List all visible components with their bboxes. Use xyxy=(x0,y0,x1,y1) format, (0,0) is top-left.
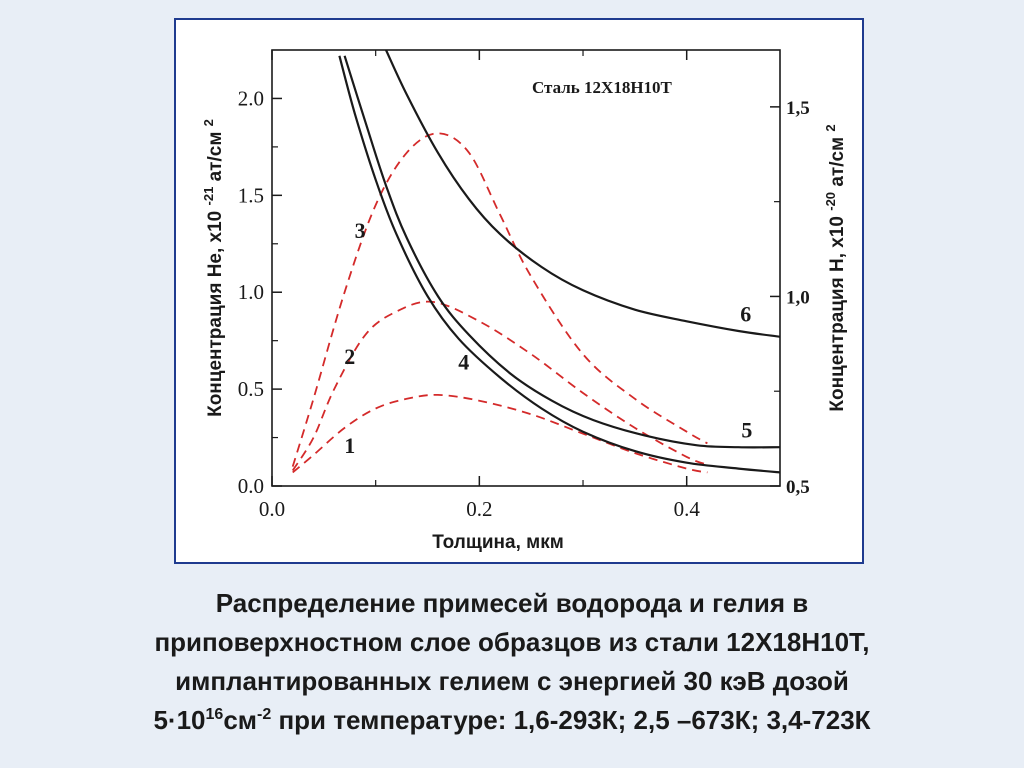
curve-label-3: 3 xyxy=(355,218,366,243)
y-axis-label-right: Концентрация H, x10 -20 ат/см 2 xyxy=(819,124,848,411)
y-left-tick-label: 1.5 xyxy=(238,183,264,207)
x-axis-label: Толщина, мкм xyxy=(432,532,564,553)
y-right-label-exp: -20 xyxy=(823,192,838,211)
y-left-tick-label: 0.5 xyxy=(238,377,264,401)
caption-dose-base: 5·10 xyxy=(153,705,206,735)
y-left-tick-label: 0.0 xyxy=(238,474,264,498)
inset-title: Сталь 12Х18Н10Т xyxy=(532,78,673,97)
caption-temperatures: при температуре: 1,6-293К; 2,5 –673К; 3,… xyxy=(271,705,871,735)
plot-area xyxy=(271,49,781,487)
curve-label-6: 6 xyxy=(740,301,751,326)
ticks-layer: 0.0 0.2 0.4 0.0 0.5 1.0 1.5 2.0 0,5 1,0 1,5 xyxy=(238,50,810,521)
caption-dose-exp: 16 xyxy=(205,706,224,723)
x-tick-label: 0.2 xyxy=(466,497,492,521)
y-left-tick-label: 1.0 xyxy=(238,280,264,304)
series-line-3 xyxy=(291,132,708,467)
curve-label-5: 5 xyxy=(741,418,752,443)
concentration-chart: 0.0 0.2 0.4 0.0 0.5 1.0 1.5 2.0 0,5 1,0 1,5 1 2 3 4 5 6… xyxy=(197,49,848,553)
curve-label-2: 2 xyxy=(344,344,355,369)
y-left-label-main: Концентрация He, x10 xyxy=(205,211,226,417)
x-tick-label: 0.0 xyxy=(259,497,285,521)
y-left-label-unit-exp: 2 xyxy=(201,119,216,126)
series-line-5 xyxy=(343,55,780,449)
y-left-label-exp: -21 xyxy=(201,187,216,206)
series-line-6 xyxy=(385,50,780,338)
figure-caption: Распределение примесей водорода и гелия … xyxy=(0,584,1024,740)
series-layer xyxy=(291,50,780,474)
y-right-tick-label: 1,5 xyxy=(786,98,810,119)
caption-dose-unit-exp: -2 xyxy=(257,706,272,723)
y-right-tick-label: 1,0 xyxy=(786,287,810,308)
curve-label-1: 1 xyxy=(344,433,355,458)
y-axis-label-left: Концентрация He, x10 -21 ат/см 2 xyxy=(197,119,226,417)
series-line-4 xyxy=(338,55,780,474)
caption-dose-unit: см xyxy=(223,705,258,735)
caption-line-1: Распределение примесей водорода и гелия … xyxy=(215,588,809,618)
figure-frame: 0.0 0.2 0.4 0.0 0.5 1.0 1.5 2.0 0,5 1,0 1,5 1 2 3 4 5 6… xyxy=(174,18,864,564)
y-left-tick-label: 2.0 xyxy=(238,86,264,110)
y-right-tick-label: 0,5 xyxy=(786,477,810,498)
y-left-label-unit: ат/см xyxy=(205,132,226,182)
y-right-label-unit: ат/см xyxy=(827,137,848,187)
x-tick-label: 0.4 xyxy=(674,497,701,521)
y-right-label-main: Концентрация H, x10 xyxy=(827,216,848,412)
caption-line-3: имплантированных гелием с энергией 30 кэ… xyxy=(175,666,849,696)
plot-border xyxy=(271,49,781,487)
series-line-2 xyxy=(291,300,708,471)
caption-line-2: приповерхностном слое образцов из стали … xyxy=(154,627,870,657)
y-right-label-unit-exp: 2 xyxy=(823,124,838,131)
series-line-1 xyxy=(292,393,708,474)
caption-line-4: 5·1016см-2 при температуре: 1,6-293К; 2,… xyxy=(0,701,1024,740)
curve-labels-layer: 1 2 3 4 5 6 xyxy=(344,218,752,458)
curve-label-4: 4 xyxy=(458,350,469,375)
